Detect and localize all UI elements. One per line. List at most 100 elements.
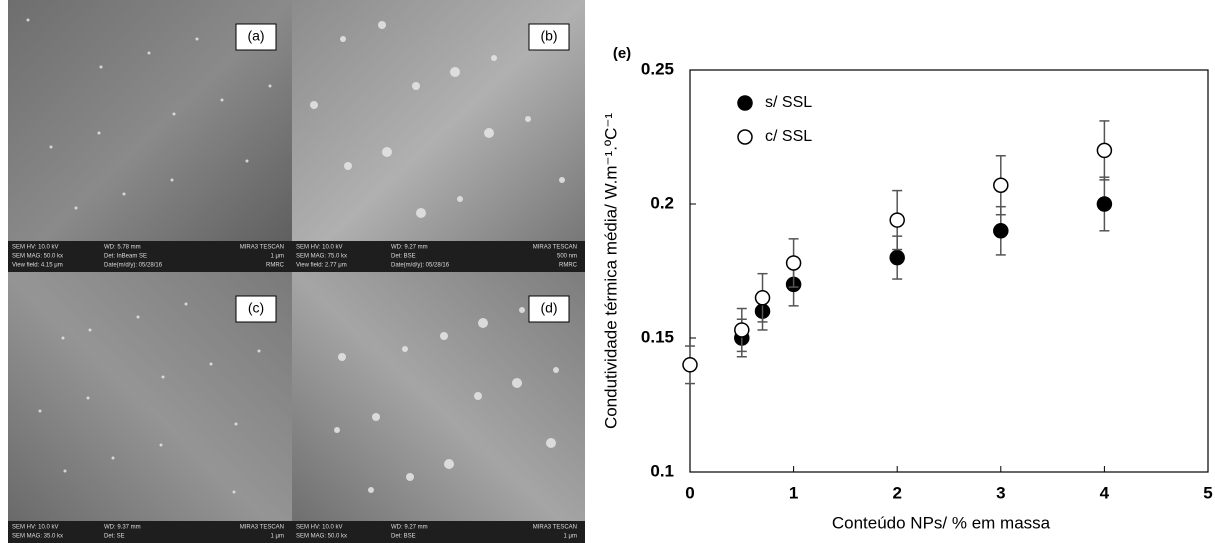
particle bbox=[269, 85, 272, 88]
data-point bbox=[1097, 197, 1111, 211]
info-text: Det: BSE bbox=[391, 534, 416, 540]
particle bbox=[137, 316, 140, 319]
particle bbox=[559, 177, 565, 183]
particle bbox=[416, 208, 426, 218]
particle bbox=[148, 52, 151, 55]
data-point bbox=[683, 358, 697, 372]
particle bbox=[344, 162, 352, 170]
data-point bbox=[994, 224, 1008, 238]
y-tick-label: 0.25 bbox=[641, 59, 674, 78]
particle bbox=[100, 66, 103, 69]
panel-label: (d) bbox=[540, 300, 557, 316]
particle bbox=[412, 82, 420, 90]
info-text: MIRA3 TESCAN bbox=[533, 245, 577, 251]
legend-label: c/ SSL bbox=[765, 128, 812, 145]
data-point bbox=[787, 256, 801, 270]
info-text: Date(m/d/y): 05/28/16 bbox=[104, 263, 163, 269]
particle bbox=[406, 473, 414, 481]
x-axis-label: Conteúdo NPs/ % em massa bbox=[832, 513, 1051, 532]
info-text: MIRA3 TESCAN bbox=[240, 245, 284, 251]
figure: (e) Conteúdo NPs/ % em massa Condutivida… bbox=[0, 0, 1215, 543]
info-text: Date(m/d/y): 05/28/16 bbox=[391, 263, 450, 269]
particle bbox=[98, 132, 101, 135]
particle bbox=[378, 21, 386, 29]
info-text: 1 μm bbox=[564, 534, 577, 540]
particle bbox=[310, 101, 318, 109]
info-text: 1 μm bbox=[271, 254, 284, 260]
particle bbox=[491, 55, 497, 61]
x-tick-label: 4 bbox=[1100, 483, 1110, 502]
particle bbox=[546, 438, 556, 448]
info-text: SEM MAG: 35.0 kx bbox=[12, 534, 63, 540]
particle bbox=[444, 459, 454, 469]
info-text: View field: 2.77 μm bbox=[296, 263, 347, 269]
particle bbox=[39, 410, 42, 413]
x-tick-label: 3 bbox=[996, 483, 1005, 502]
particle bbox=[258, 350, 261, 353]
particle bbox=[457, 196, 463, 202]
particle bbox=[196, 38, 199, 41]
particle bbox=[27, 19, 30, 22]
y-tick-label: 0.15 bbox=[641, 327, 674, 346]
info-text: 1 μm bbox=[271, 534, 284, 540]
info-text: SEM HV: 10.0 kV bbox=[12, 245, 58, 251]
particle bbox=[233, 491, 236, 494]
particle bbox=[440, 332, 448, 340]
particle bbox=[89, 329, 92, 332]
data-point bbox=[890, 251, 904, 265]
panel-label: (b) bbox=[540, 28, 557, 44]
particle bbox=[519, 307, 525, 313]
x-tick-label: 2 bbox=[892, 483, 901, 502]
particle bbox=[512, 378, 522, 388]
particle bbox=[474, 392, 482, 400]
info-text: Det: InBeam SE bbox=[104, 254, 147, 260]
info-text: WD: 9.27 mm bbox=[391, 245, 428, 251]
particle bbox=[50, 146, 53, 149]
particle bbox=[525, 116, 531, 122]
y-axis-label: Condutividade térmica média/ W.m⁻¹.ºC⁻¹ bbox=[601, 113, 620, 429]
particle bbox=[160, 444, 163, 447]
particle bbox=[235, 423, 238, 426]
particle bbox=[123, 193, 126, 196]
y-tick-label: 0.1 bbox=[650, 461, 674, 480]
legend-marker bbox=[738, 130, 752, 144]
particle bbox=[338, 353, 346, 361]
panel-annotation: (e) bbox=[613, 45, 631, 62]
particle bbox=[64, 470, 67, 473]
info-text: SEM MAG: 50.0 kx bbox=[12, 254, 63, 260]
data-point bbox=[735, 323, 749, 337]
info-text: SEM HV: 10.0 kV bbox=[296, 245, 342, 251]
data-point bbox=[1097, 143, 1111, 157]
y-tick-label: 0.2 bbox=[650, 193, 674, 212]
particle bbox=[334, 427, 340, 433]
info-text: RMRC bbox=[266, 263, 285, 269]
legend-label: s/ SSL bbox=[765, 94, 812, 111]
info-text: WD: 5.78 mm bbox=[104, 245, 141, 251]
data-point bbox=[890, 213, 904, 227]
data-point bbox=[756, 291, 770, 305]
info-text: WD: 9.27 mm bbox=[391, 525, 428, 531]
x-tick-label: 5 bbox=[1203, 483, 1212, 502]
x-tick-label: 0 bbox=[685, 483, 694, 502]
particle bbox=[246, 160, 249, 163]
particle bbox=[553, 367, 559, 373]
particle bbox=[402, 346, 408, 352]
particle bbox=[368, 487, 374, 493]
particle bbox=[382, 147, 392, 157]
particle bbox=[62, 337, 65, 340]
particle bbox=[75, 207, 78, 210]
info-text: WD: 9.37 mm bbox=[104, 525, 141, 531]
info-text: MIRA3 TESCAN bbox=[533, 525, 577, 531]
x-tick-label: 1 bbox=[789, 483, 798, 502]
legend-marker bbox=[738, 96, 752, 110]
particle bbox=[340, 36, 346, 42]
info-text: MIRA3 TESCAN bbox=[240, 525, 284, 531]
panel-label: (a) bbox=[247, 28, 264, 44]
particle bbox=[210, 363, 213, 366]
particle bbox=[221, 99, 224, 102]
particle bbox=[87, 397, 90, 400]
particle bbox=[173, 113, 176, 116]
info-text: SEM MAG: 50.0 kx bbox=[296, 534, 347, 540]
panel-label: (c) bbox=[248, 300, 264, 316]
info-text: SEM HV: 10.0 kV bbox=[12, 525, 58, 531]
